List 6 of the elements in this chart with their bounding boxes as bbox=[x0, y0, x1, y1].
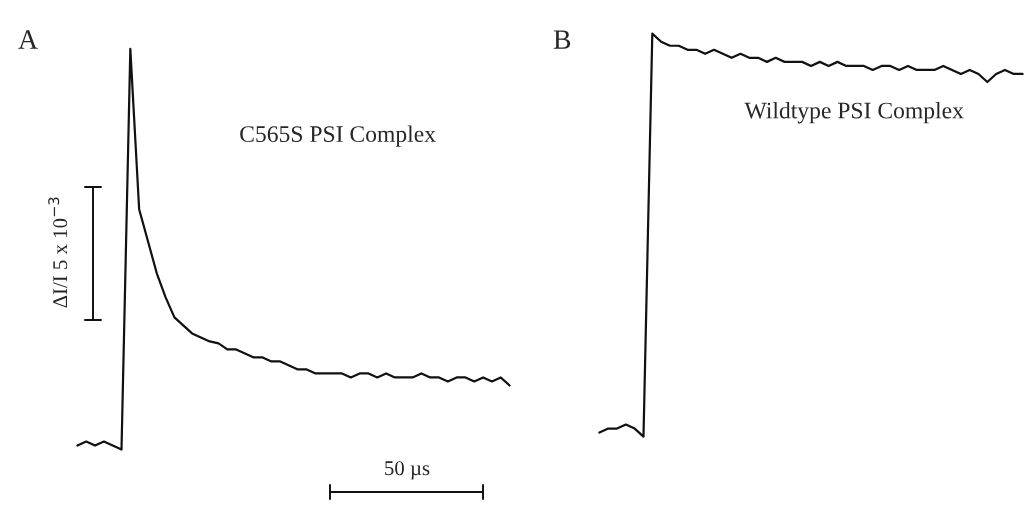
text: 50 µs bbox=[385, 461, 430, 480]
text: ΔI/I 5 x 10$^{−3}$ bbox=[48, 197, 68, 308]
text: Wildtype PSI Complex bbox=[744, 101, 964, 124]
text: A bbox=[18, 30, 38, 49]
text: B bbox=[553, 30, 571, 49]
text: C565S PSI Complex bbox=[240, 125, 436, 147]
